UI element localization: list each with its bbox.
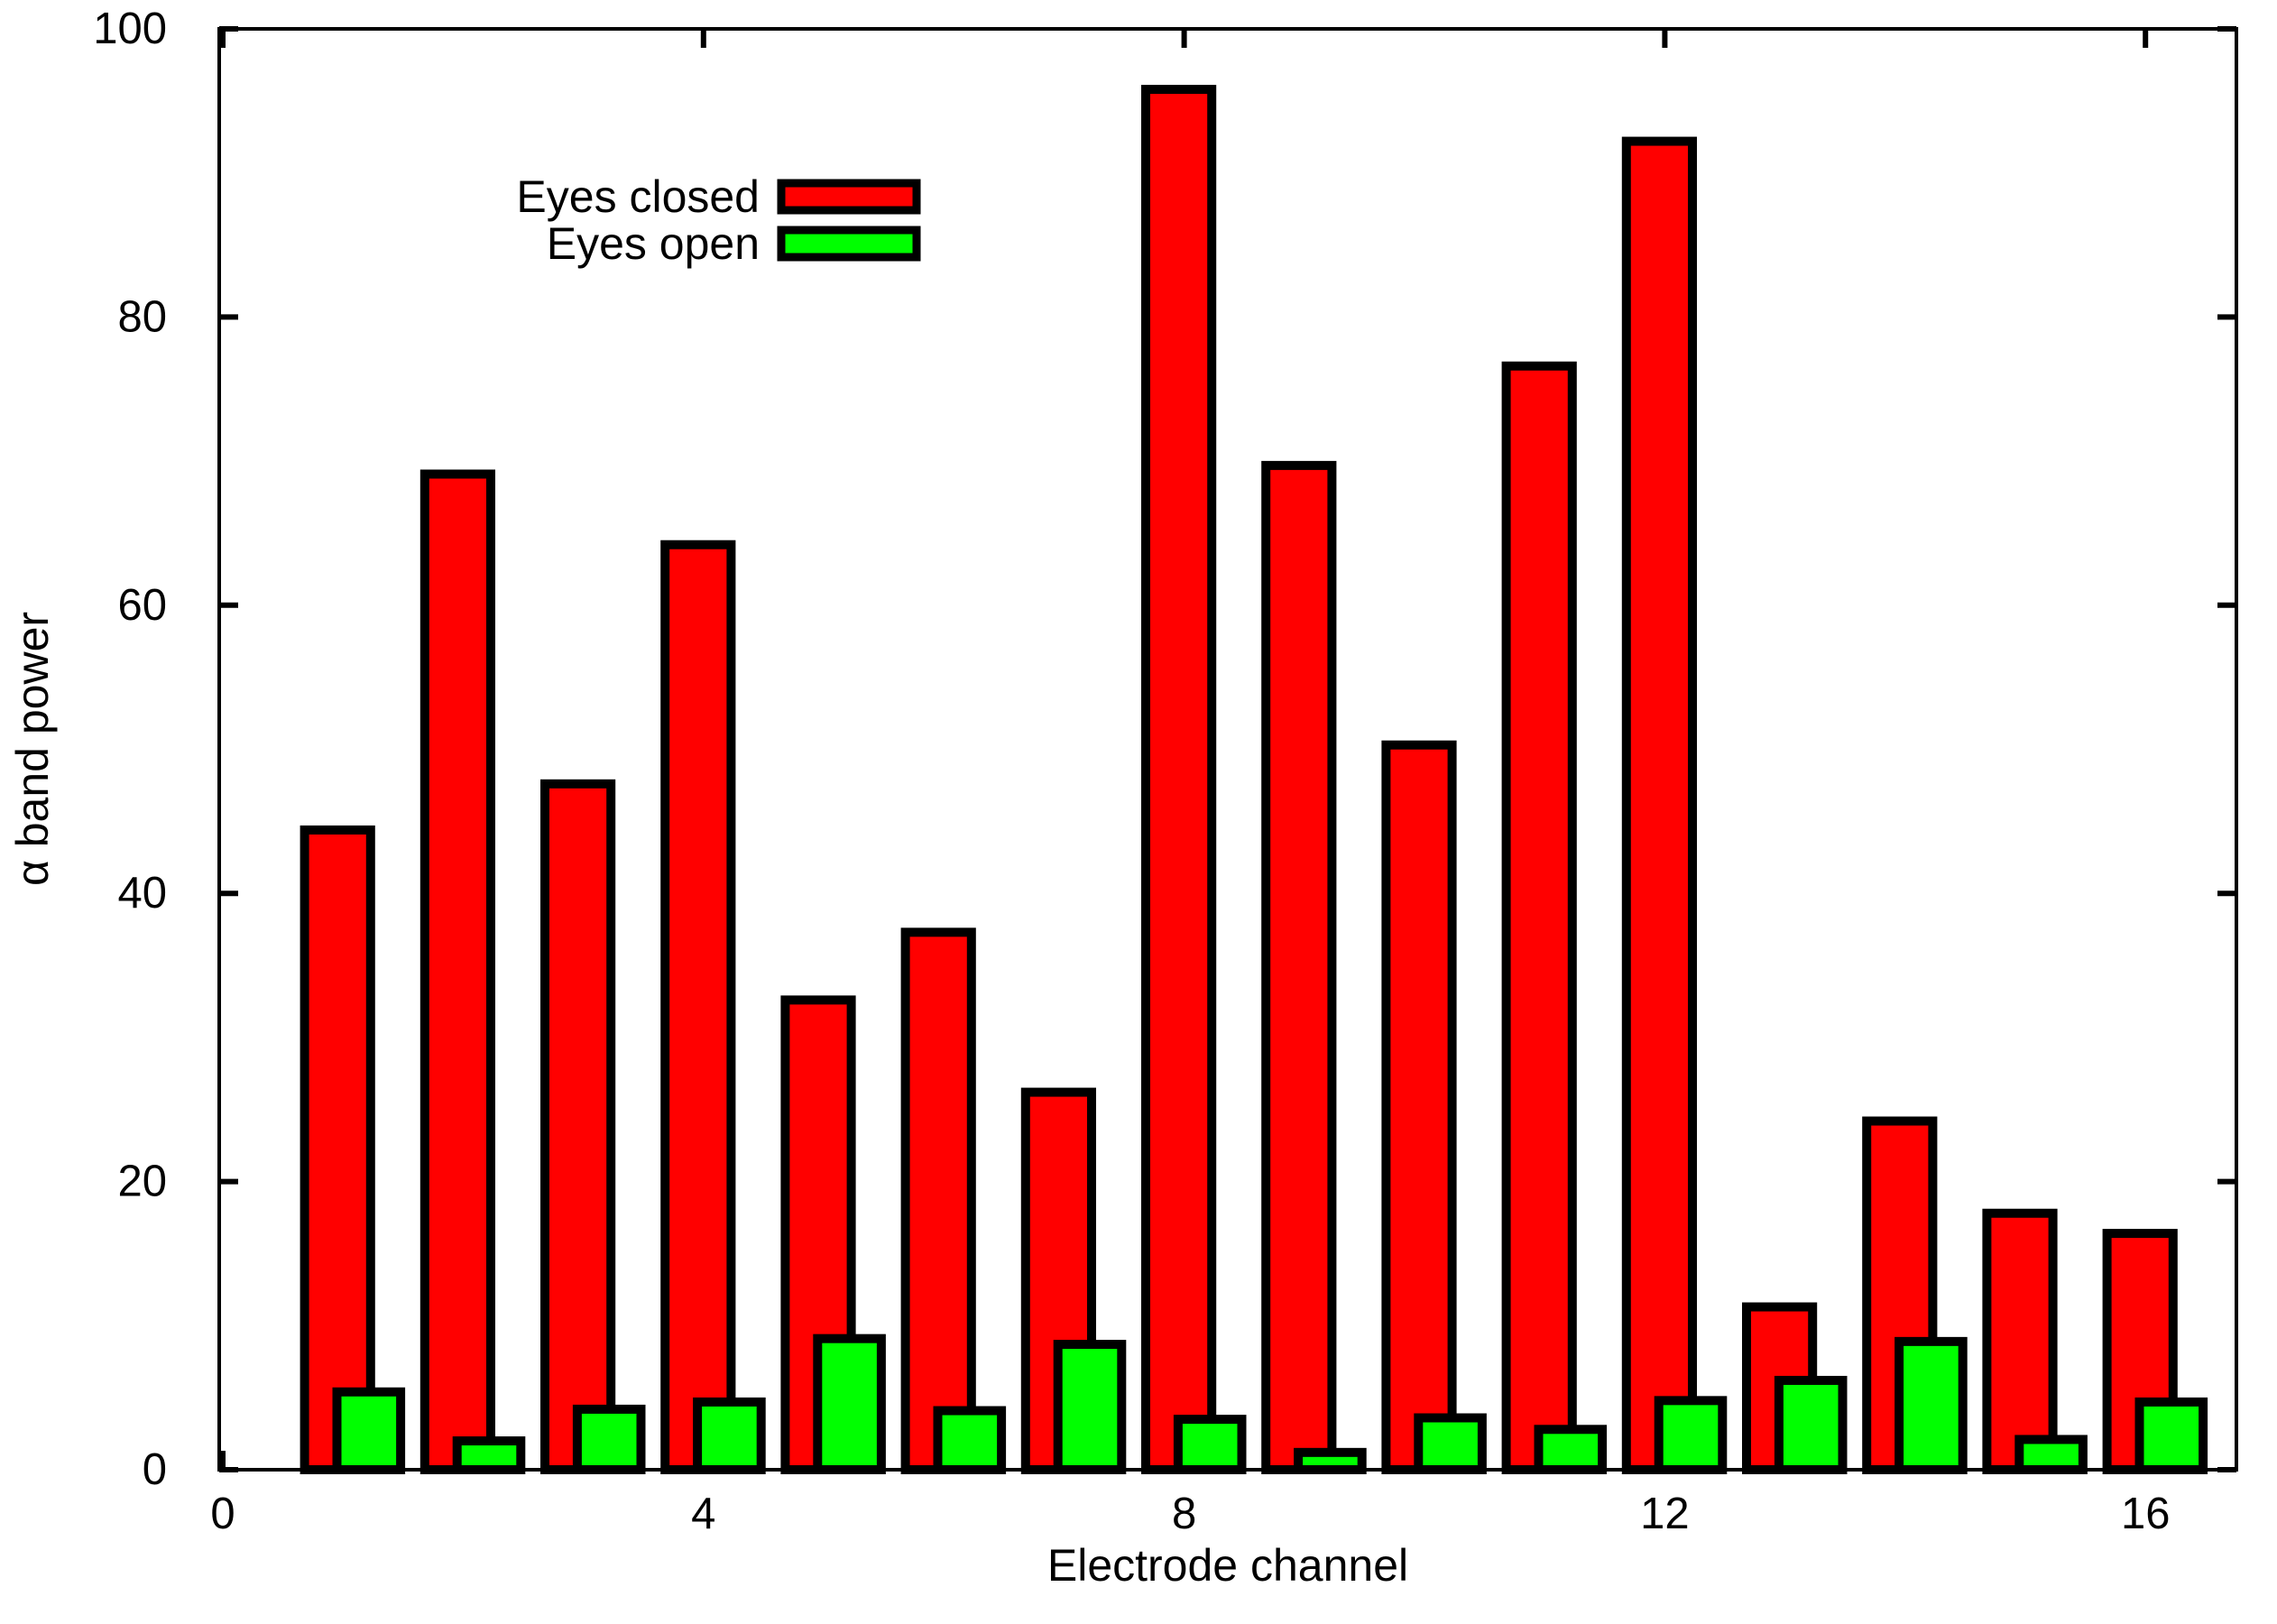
y-tick-label: 100	[93, 5, 167, 53]
bar-eyes-closed-ch2	[419, 469, 495, 1474]
bar-eyes-closed-ch1	[300, 825, 375, 1474]
bar-eyes-closed-ch15	[1982, 1208, 2058, 1474]
bar-eyes-open-ch15	[2014, 1435, 2088, 1475]
x-tick-label: 8	[1172, 1490, 1196, 1538]
tick-labels-layer: 0 4 8 12 16 0 20 40 60 80 100	[93, 5, 2170, 1538]
bar-eyes-open-ch6	[933, 1406, 1007, 1474]
bar-eyes-open-ch13	[1774, 1375, 1848, 1474]
bar-eyes-closed-ch9	[1261, 460, 1337, 1474]
plot-border	[217, 27, 2238, 1472]
bar-eyes-open-ch16	[2134, 1397, 2208, 1475]
bar-eyes-open-ch12	[1654, 1396, 1728, 1474]
legend-label-eyes-open: Eyes open	[547, 218, 760, 269]
legend: Eyes closed Eyes open	[516, 171, 921, 269]
bar-eyes-open-ch10	[1414, 1413, 1487, 1475]
y-axis-title: α band power	[7, 612, 58, 886]
bar-eyes-closed-ch8	[1141, 85, 1217, 1475]
bar-eyes-open-ch11	[1534, 1425, 1608, 1475]
x-tick-label: 16	[2121, 1490, 2171, 1538]
x-tick-label: 4	[691, 1490, 715, 1538]
bar-eyes-closed-ch3	[540, 779, 616, 1474]
legend-swatch-eyes-open	[777, 226, 921, 262]
x-axis-title: Electrode channel	[1047, 1540, 1408, 1591]
bar-eyes-open-ch5	[813, 1333, 886, 1474]
bar-eyes-closed-ch4	[660, 540, 736, 1475]
bar-eyes-open-ch4	[693, 1397, 766, 1475]
x-tick-label: 0	[210, 1490, 235, 1538]
bar-eyes-open-ch9	[1294, 1447, 1367, 1475]
y-tick-label: 0	[143, 1445, 167, 1494]
y-tick-label: 60	[117, 581, 167, 630]
bars-layer	[300, 85, 2208, 1475]
y-tick-label: 80	[117, 292, 167, 341]
bar-eyes-open-ch7	[1053, 1340, 1127, 1475]
bar-eyes-open-ch2	[452, 1436, 526, 1475]
legend-label-eyes-closed: Eyes closed	[516, 171, 760, 222]
x-tick-label: 12	[1640, 1490, 1690, 1538]
y-tick-label: 20	[117, 1158, 167, 1206]
bar-eyes-open-ch1	[332, 1387, 406, 1474]
bar-eyes-closed-ch12	[1621, 136, 1698, 1474]
bar-eyes-open-ch3	[572, 1404, 646, 1475]
y-tick-label: 40	[117, 869, 167, 918]
bar-eyes-closed-ch6	[900, 927, 976, 1474]
bar-eyes-closed-ch10	[1381, 740, 1457, 1474]
bar-eyes-open-ch8	[1173, 1415, 1247, 1474]
bar-eyes-closed-ch11	[1501, 361, 1577, 1474]
bar-eyes-open-ch14	[1894, 1336, 1968, 1474]
legend-swatch-eyes-closed	[777, 179, 921, 215]
